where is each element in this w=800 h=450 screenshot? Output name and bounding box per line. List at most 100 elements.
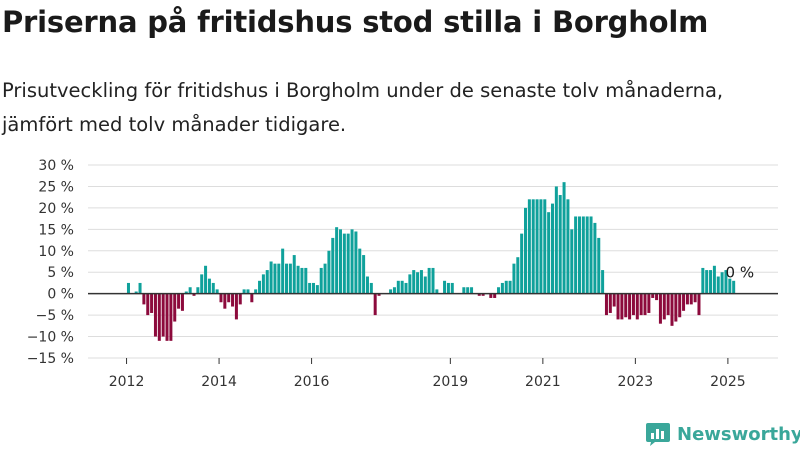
bar (732, 280, 736, 294)
bar (311, 282, 316, 294)
bar (211, 282, 215, 294)
bar (389, 289, 393, 294)
bar (412, 270, 416, 294)
bar (628, 293, 632, 320)
bar (643, 293, 647, 316)
bar (589, 216, 593, 294)
bar (685, 293, 689, 305)
bar (177, 293, 181, 309)
bar (331, 237, 335, 294)
bar (261, 274, 265, 294)
bar (593, 222, 597, 294)
bar (126, 282, 130, 294)
bar (419, 270, 423, 294)
bar (254, 289, 258, 294)
bar (200, 274, 204, 294)
annotations: 0 % (726, 264, 755, 282)
bar (281, 248, 285, 294)
bar (631, 293, 635, 316)
bar (682, 293, 686, 311)
bar (362, 255, 366, 294)
bar (728, 278, 732, 294)
y-tick-label: 0 % (47, 287, 74, 303)
bar (493, 293, 497, 298)
bar (543, 199, 547, 294)
bar (335, 227, 339, 294)
bar (470, 287, 474, 294)
bar (635, 293, 639, 320)
y-tick-label: −5 % (36, 308, 74, 324)
bar (207, 278, 211, 294)
brand-name: Newsworthy (677, 423, 800, 445)
bar (285, 263, 289, 294)
bar (658, 293, 662, 324)
bar (377, 293, 381, 296)
latest-value-label: 0 % (726, 264, 755, 282)
bar (508, 280, 512, 294)
bar (319, 267, 323, 294)
bar (150, 293, 154, 313)
bar (724, 270, 728, 294)
bar (215, 289, 219, 294)
bar (404, 282, 408, 294)
bar (477, 293, 481, 296)
bar (639, 293, 643, 316)
bar (184, 291, 188, 294)
bar (678, 293, 682, 318)
x-tick-label: 2016 (294, 374, 330, 390)
bar (570, 229, 574, 294)
bar (481, 293, 485, 296)
bar (273, 263, 277, 294)
bar (153, 293, 157, 337)
bar (547, 212, 551, 294)
bar (192, 293, 196, 296)
bar (558, 195, 562, 294)
bar (188, 287, 192, 294)
bar (666, 293, 670, 316)
bar (616, 293, 620, 320)
bar (142, 293, 146, 305)
bar (601, 270, 605, 294)
x-tick-label: 2012 (109, 374, 145, 390)
bar (562, 182, 566, 294)
bar (512, 263, 516, 294)
bar (709, 270, 713, 294)
bar (292, 255, 296, 294)
bar (346, 233, 350, 294)
bar (662, 293, 666, 320)
bar (315, 285, 319, 294)
y-tick-label: 30 % (38, 158, 74, 174)
bar (697, 293, 701, 316)
bar (720, 272, 724, 294)
bar (338, 229, 342, 294)
bar (234, 293, 238, 320)
bar (489, 293, 493, 298)
bar (620, 293, 624, 320)
bar (466, 287, 470, 294)
y-tick-label: −10 % (27, 330, 74, 346)
bar (342, 233, 346, 294)
bar (585, 216, 589, 294)
gridlines (88, 164, 778, 359)
bar (146, 293, 150, 316)
bar (427, 267, 431, 294)
bar (300, 267, 304, 294)
y-axis: 30 % 25 % 20 % 15 % 10 % 5 % 0 % −5 % −10 % −15 % (27, 158, 74, 367)
bar (173, 293, 177, 322)
bar-chart-logo-icon (646, 423, 670, 446)
y-tick-label: 5 % (47, 265, 74, 281)
chart-title: Priserna på fritidshus stod stilla i Bor… (2, 5, 709, 39)
bar (408, 274, 412, 294)
bar (238, 293, 242, 305)
bar (431, 267, 435, 294)
bar (304, 267, 308, 294)
bar (308, 282, 312, 294)
bar (535, 199, 539, 294)
y-tick-label: 10 % (38, 244, 74, 260)
newsworthy-brand: Newsworthy (645, 420, 800, 448)
bar (358, 248, 362, 294)
bar (554, 186, 558, 294)
x-tick-label: 2014 (201, 374, 237, 390)
x-tick-label: 2021 (525, 374, 561, 390)
bar (258, 280, 262, 294)
